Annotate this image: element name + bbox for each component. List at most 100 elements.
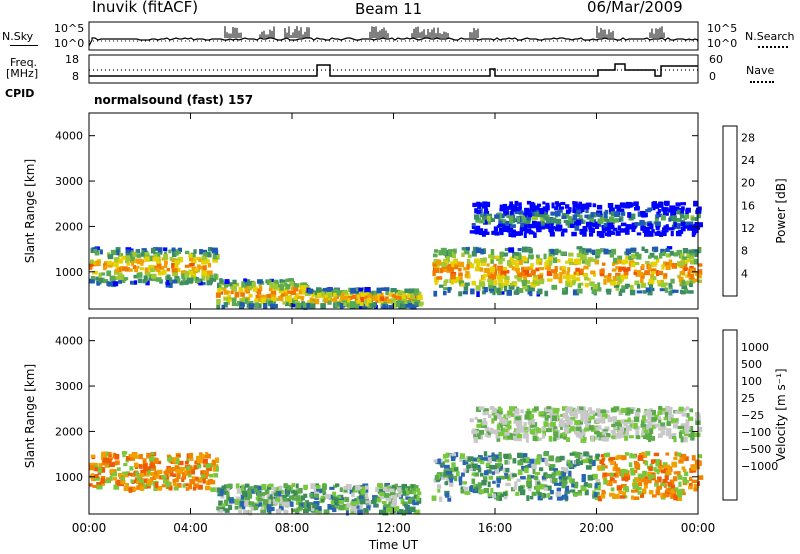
echo-cell — [652, 201, 657, 207]
echo-cell — [642, 290, 647, 294]
freq-ytick-top: 18 — [65, 53, 79, 66]
echo-cell — [474, 416, 478, 420]
echo-cell — [316, 489, 322, 494]
echo-cell — [382, 486, 388, 492]
echo-cell — [392, 484, 396, 491]
echo-cell — [385, 496, 392, 501]
echo-cell — [184, 460, 189, 464]
echo-cell — [575, 203, 580, 209]
echo-cell — [690, 255, 695, 260]
echo-cell — [295, 283, 301, 288]
echo-cell — [122, 454, 126, 458]
echo-cell — [501, 291, 505, 295]
echo-cell — [517, 232, 523, 236]
echo-cell — [658, 418, 662, 424]
echo-cell — [120, 479, 126, 485]
echo-cell — [129, 486, 136, 493]
echo-cell — [266, 485, 273, 490]
echo-cell — [657, 485, 662, 490]
echo-cell — [489, 465, 496, 470]
echo-cell — [515, 264, 520, 268]
echo-cell — [99, 467, 106, 473]
echo-cell — [507, 420, 512, 424]
echo-cell — [444, 464, 450, 469]
echo-cell — [634, 207, 640, 211]
xtick-label: 04:00 — [173, 521, 208, 535]
echo-cell — [509, 406, 515, 411]
echo-cell — [174, 483, 178, 487]
echo-cell — [345, 298, 351, 303]
echo-cell — [652, 276, 656, 280]
echo-cell — [496, 437, 501, 442]
echo-cell — [125, 247, 132, 252]
echo-cell — [611, 435, 616, 439]
echo-cell — [350, 501, 356, 506]
echo-cell — [391, 294, 398, 298]
echo-cell — [490, 259, 494, 264]
echo-cell — [683, 436, 688, 443]
ytick-label: 1000 — [55, 266, 83, 279]
echo-cell — [373, 294, 377, 301]
echo-cell — [648, 489, 654, 495]
echo-cell — [624, 495, 628, 499]
echo-cell — [651, 417, 657, 422]
echo-cell — [564, 286, 568, 293]
echo-cell — [556, 487, 562, 492]
echo-cell — [323, 291, 328, 296]
echo-cell — [684, 221, 691, 226]
echo-cell — [130, 280, 135, 285]
echo-cell — [137, 278, 143, 284]
echo-cell — [597, 282, 601, 288]
echo-cell — [507, 476, 511, 481]
echo-cell — [364, 290, 368, 294]
echo-cell — [563, 476, 568, 481]
echo-cell — [602, 436, 609, 442]
echo-cell — [610, 461, 616, 466]
echo-cell — [321, 484, 327, 490]
echo-cell — [224, 500, 229, 506]
echo-cell — [273, 279, 279, 285]
station-title: Inuvik (fitACF) — [92, 0, 199, 16]
echo-cell — [665, 470, 672, 475]
echo-cell — [252, 286, 258, 292]
echo-cell — [216, 487, 223, 493]
echo-cell — [585, 202, 592, 208]
echo-cell — [321, 498, 325, 502]
echo-cell — [89, 462, 94, 467]
echo-cell — [595, 479, 600, 484]
echo-cell — [483, 208, 489, 214]
echo-cell — [697, 223, 701, 228]
echo-cell — [491, 411, 496, 416]
echo-cell — [548, 496, 553, 500]
echo-cell — [587, 277, 591, 281]
echo-cell — [390, 508, 394, 514]
echo-cell — [506, 275, 510, 281]
echo-cell — [591, 415, 595, 420]
echo-cell — [654, 479, 659, 485]
echo-cell — [493, 226, 499, 232]
echo-cell — [578, 490, 582, 494]
echo-cell — [405, 496, 411, 500]
echo-cell — [463, 267, 468, 271]
echo-cell — [570, 407, 576, 412]
echo-cell — [337, 301, 341, 306]
echo-cell — [565, 430, 569, 434]
echo-cell — [111, 471, 117, 477]
echo-cell — [517, 248, 522, 252]
echo-cell — [238, 286, 244, 293]
echo-cell — [622, 491, 626, 496]
echo-cell — [487, 457, 492, 461]
echo-cell — [439, 458, 443, 463]
echo-cell — [285, 284, 291, 290]
echo-cell — [661, 411, 668, 415]
echo-cell — [385, 507, 392, 513]
echo-cell — [95, 276, 100, 281]
echo-cell — [578, 204, 583, 211]
echo-cell — [104, 479, 110, 484]
echo-cell — [333, 497, 339, 503]
echo-cell — [516, 433, 523, 439]
echo-cell — [682, 256, 687, 260]
echo-cell — [142, 458, 147, 464]
echo-cell — [691, 249, 697, 255]
